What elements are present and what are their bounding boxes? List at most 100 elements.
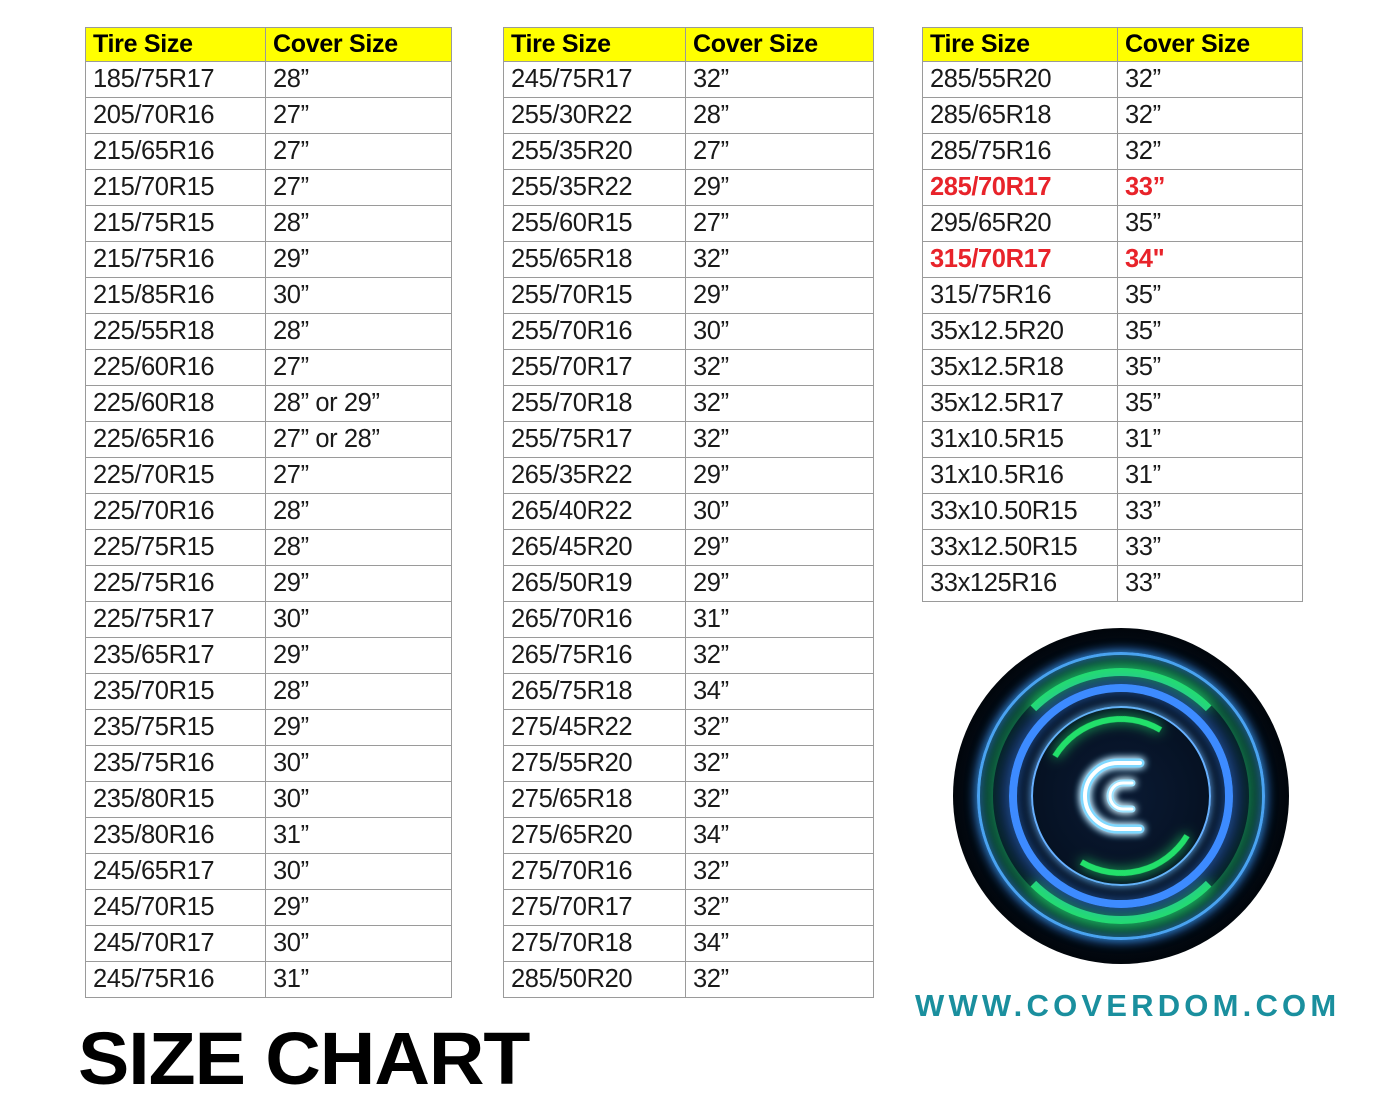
cell-tire-size: 285/55R20 — [922, 61, 1118, 98]
table-row: 245/65R17 30” — [85, 853, 452, 890]
cell-cover-size: 29” — [685, 169, 874, 206]
table-row: 35x12.5R17 35” — [922, 385, 1303, 422]
column-header-cover-size: Cover Size — [685, 27, 874, 62]
cell-cover-size: 28” — [265, 529, 452, 566]
column-header-tire-size: Tire Size — [85, 27, 266, 62]
table-row: 295/65R20 35” — [922, 205, 1303, 242]
cell-tire-size: 215/75R15 — [85, 205, 266, 242]
cell-cover-size: 32” — [685, 61, 874, 98]
table-row: 285/75R16 32” — [922, 133, 1303, 170]
cell-cover-size: 27” — [685, 205, 874, 242]
table-row: 265/35R22 29” — [503, 457, 874, 494]
cell-tire-size: 275/70R17 — [503, 889, 686, 926]
table-row: 205/70R16 27” — [85, 97, 452, 134]
cell-tire-size: 255/70R16 — [503, 313, 686, 350]
table-row: 245/75R16 31” — [85, 961, 452, 998]
cell-cover-size: 33” — [1117, 565, 1303, 602]
table-row: 265/40R22 30” — [503, 493, 874, 530]
website-url[interactable]: WWW.COVERDOM.COM — [915, 988, 1341, 1023]
cell-tire-size: 245/70R15 — [85, 889, 266, 926]
cell-tire-size: 265/75R16 — [503, 637, 686, 674]
cell-cover-size: 27” — [265, 457, 452, 494]
cell-cover-size: 28” — [265, 205, 452, 242]
cell-tire-size: 255/70R15 — [503, 277, 686, 314]
cell-tire-size: 225/60R18 — [85, 385, 266, 422]
table-row: 255/65R18 32” — [503, 241, 874, 278]
tire-size-table-3: Tire Size Cover Size 285/55R20 32” 285/65R… — [922, 27, 1303, 602]
cell-tire-size: 315/75R16 — [922, 277, 1118, 314]
cell-cover-size: 35” — [1117, 205, 1303, 242]
table-header-row: Tire Size Cover Size — [85, 27, 452, 62]
table-row: 31x10.5R16 31” — [922, 457, 1303, 494]
cell-tire-size: 33x125R16 — [922, 565, 1118, 602]
cell-cover-size: 30” — [265, 925, 452, 962]
cell-tire-size: 225/75R15 — [85, 529, 266, 566]
cell-cover-size: 34” — [685, 925, 874, 962]
table-row: 255/35R20 27” — [503, 133, 874, 170]
cell-tire-size: 215/75R16 — [85, 241, 266, 278]
table-row: 31x10.5R15 31” — [922, 421, 1303, 458]
cell-cover-size: 32” — [685, 853, 874, 890]
table-row: 255/70R18 32” — [503, 385, 874, 422]
table-row: 215/65R16 27” — [85, 133, 452, 170]
cell-tire-size: 275/65R20 — [503, 817, 686, 854]
table-row: 225/55R18 28” — [85, 313, 452, 350]
cell-tire-size: 255/65R18 — [503, 241, 686, 278]
table-row: 255/70R16 30” — [503, 313, 874, 350]
cell-tire-size: 225/55R18 — [85, 313, 266, 350]
cell-cover-size: 30” — [265, 853, 452, 890]
cell-cover-size: 35” — [1117, 349, 1303, 386]
logo-outer-green-ring-icon — [993, 668, 1249, 924]
table-row: 315/70R17 34" — [922, 241, 1303, 278]
cell-tire-size: 31x10.5R16 — [922, 457, 1118, 494]
cell-cover-size: 30” — [265, 781, 452, 818]
table-row: 255/60R15 27” — [503, 205, 874, 242]
tire-size-table-2: Tire Size Cover Size 245/75R17 32” 255/30R… — [503, 27, 874, 998]
table-row: 255/70R15 29” — [503, 277, 874, 314]
table-row: 275/70R18 34” — [503, 925, 874, 962]
brand-logo — [953, 628, 1289, 964]
cell-cover-size: 32” — [685, 709, 874, 746]
cell-tire-size: 275/65R18 — [503, 781, 686, 818]
cell-tire-size: 255/35R20 — [503, 133, 686, 170]
page-title: SIZE CHART — [78, 1017, 530, 1100]
table-row: 33x125R16 33” — [922, 565, 1303, 602]
logo-inner-blue-ring-icon — [1031, 706, 1211, 886]
cell-cover-size: 29” — [685, 565, 874, 602]
cell-tire-size: 255/70R17 — [503, 349, 686, 386]
table-row: 235/80R15 30” — [85, 781, 452, 818]
table-row: 285/50R20 32” — [503, 961, 874, 998]
cell-tire-size: 285/50R20 — [503, 961, 686, 998]
cell-tire-size: 225/75R16 — [85, 565, 266, 602]
table-row: 265/75R18 34” — [503, 673, 874, 710]
column-header-tire-size: Tire Size — [922, 27, 1118, 62]
table-row: 255/35R22 29” — [503, 169, 874, 206]
cell-cover-size: 31” — [1117, 421, 1303, 458]
table-row: 235/70R15 28” — [85, 673, 452, 710]
logo-middle-blue-ring-icon — [1009, 684, 1233, 908]
table-row: 315/75R16 35” — [922, 277, 1303, 314]
cell-cover-size: 27” — [265, 169, 452, 206]
table-row: 285/65R18 32” — [922, 97, 1303, 134]
cell-tire-size: 275/70R16 — [503, 853, 686, 890]
cell-tire-size: 225/60R16 — [85, 349, 266, 386]
table-row: 245/70R15 29” — [85, 889, 452, 926]
cell-cover-size: 35” — [1117, 313, 1303, 350]
cell-tire-size: 295/65R20 — [922, 205, 1118, 242]
table-row: 185/75R17 28” — [85, 61, 452, 98]
cell-tire-size: 245/75R16 — [85, 961, 266, 998]
cell-cover-size: 32” — [685, 349, 874, 386]
cell-cover-size: 34" — [1117, 241, 1303, 278]
table-row: 35x12.5R20 35” — [922, 313, 1303, 350]
cell-cover-size: 30” — [265, 277, 452, 314]
cell-tire-size: 235/75R16 — [85, 745, 266, 782]
table-row: 225/75R15 28” — [85, 529, 452, 566]
cell-cover-size: 32” — [685, 781, 874, 818]
table-body: 245/75R17 32” 255/30R22 28” 255/35R20 27” 255/… — [503, 61, 874, 998]
table-row: 245/70R17 30” — [85, 925, 452, 962]
table-row: 275/45R22 32” — [503, 709, 874, 746]
table-row: 225/70R15 27” — [85, 457, 452, 494]
cell-tire-size: 185/75R17 — [85, 61, 266, 98]
tire-size-table-1: Tire Size Cover Size 185/75R17 28” 205/70R… — [85, 27, 452, 998]
cell-tire-size: 245/75R17 — [503, 61, 686, 98]
